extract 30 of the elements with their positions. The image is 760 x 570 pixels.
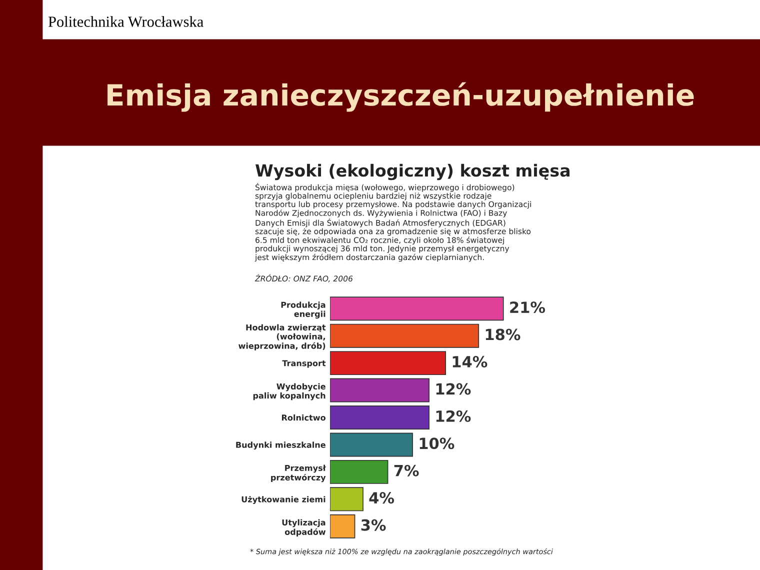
bar bbox=[330, 324, 480, 348]
text: Politechnika Wrocławska bbox=[48, 16, 204, 27]
data-label: 10% bbox=[420, 438, 454, 450]
data-label: 21% bbox=[510, 301, 546, 314]
bar bbox=[330, 432, 413, 457]
data-label: 12% bbox=[436, 410, 471, 422]
bar bbox=[330, 487, 364, 512]
bar bbox=[330, 514, 356, 538]
bar bbox=[330, 296, 504, 321]
bar bbox=[330, 378, 430, 402]
data-label: 18% bbox=[486, 328, 520, 340]
y-tick-label: Użytkowanie ziemi bbox=[242, 496, 326, 504]
data-label: 14% bbox=[452, 356, 488, 368]
data-label: 12% bbox=[436, 383, 471, 395]
data-label: 4% bbox=[369, 492, 394, 504]
chart-subtitle: Wysoki (ekologiczny) koszt mięsa bbox=[255, 164, 570, 180]
data-label: 3% bbox=[361, 519, 386, 531]
bar bbox=[330, 351, 446, 376]
y-tick-label: Wydobycie paliw kopalnych bbox=[253, 383, 326, 400]
chart-title: Emisja zanieczyszczeń-uzupełnienie bbox=[108, 82, 694, 112]
y-tick-label: Rolnictwo bbox=[282, 414, 326, 421]
y-tick-label: Utylizacja odpadów bbox=[282, 519, 326, 537]
bar bbox=[330, 460, 388, 484]
y-tick-label: Produkcja energii bbox=[281, 302, 326, 319]
data-label: 7% bbox=[394, 464, 419, 476]
y-tick-label: Budynki mieszkalne bbox=[236, 442, 326, 450]
y-tick-label: Hodowla zwierząt (wołowina, wieprzowina, drób) bbox=[238, 324, 326, 350]
bar bbox=[330, 406, 430, 430]
y-tick-label: Przemysł przetwórczy bbox=[271, 464, 326, 482]
y-tick-label: Transport bbox=[282, 360, 326, 368]
